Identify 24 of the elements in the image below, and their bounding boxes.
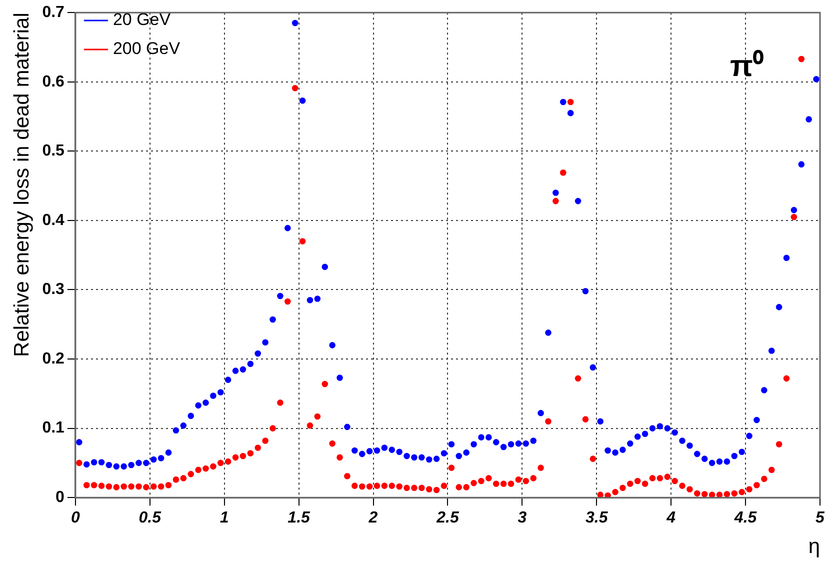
y-tick-label: 0.4 bbox=[42, 212, 65, 229]
legend-label: 20 GeV bbox=[112, 10, 172, 30]
x-tick-label: 0 bbox=[70, 510, 80, 527]
annotation: π⁰ bbox=[730, 48, 764, 83]
x-tick-label: 2.5 bbox=[436, 510, 460, 527]
x-tick-label: 0.5 bbox=[138, 510, 162, 527]
x-tick-label: 1.5 bbox=[288, 510, 312, 527]
x-tick-label: 2 bbox=[368, 510, 378, 527]
y-axis-title: Relative energy loss in dead material bbox=[10, 12, 34, 357]
x-tick-label: 1 bbox=[220, 510, 229, 527]
x-tick-label: 5 bbox=[816, 510, 826, 527]
y-tick-label: 0.2 bbox=[42, 350, 65, 368]
x-tick-label: 3 bbox=[518, 510, 527, 527]
x-tick-label: 4 bbox=[666, 510, 676, 527]
y-tick-label: 0.7 bbox=[42, 4, 65, 22]
x-tick-label: 4.5 bbox=[733, 510, 758, 527]
y-tick-label: 0.6 bbox=[42, 73, 65, 90]
y-tick-label: 0 bbox=[56, 489, 65, 506]
y-tick-label: 0.5 bbox=[42, 142, 65, 160]
y-tick-label: 0.1 bbox=[42, 420, 65, 437]
x-tick-label: 3.5 bbox=[586, 510, 609, 527]
x-axis-title: η bbox=[808, 535, 820, 558]
y-tick-label: 0.3 bbox=[42, 281, 65, 298]
legend-label: 200 GeV bbox=[112, 39, 181, 58]
